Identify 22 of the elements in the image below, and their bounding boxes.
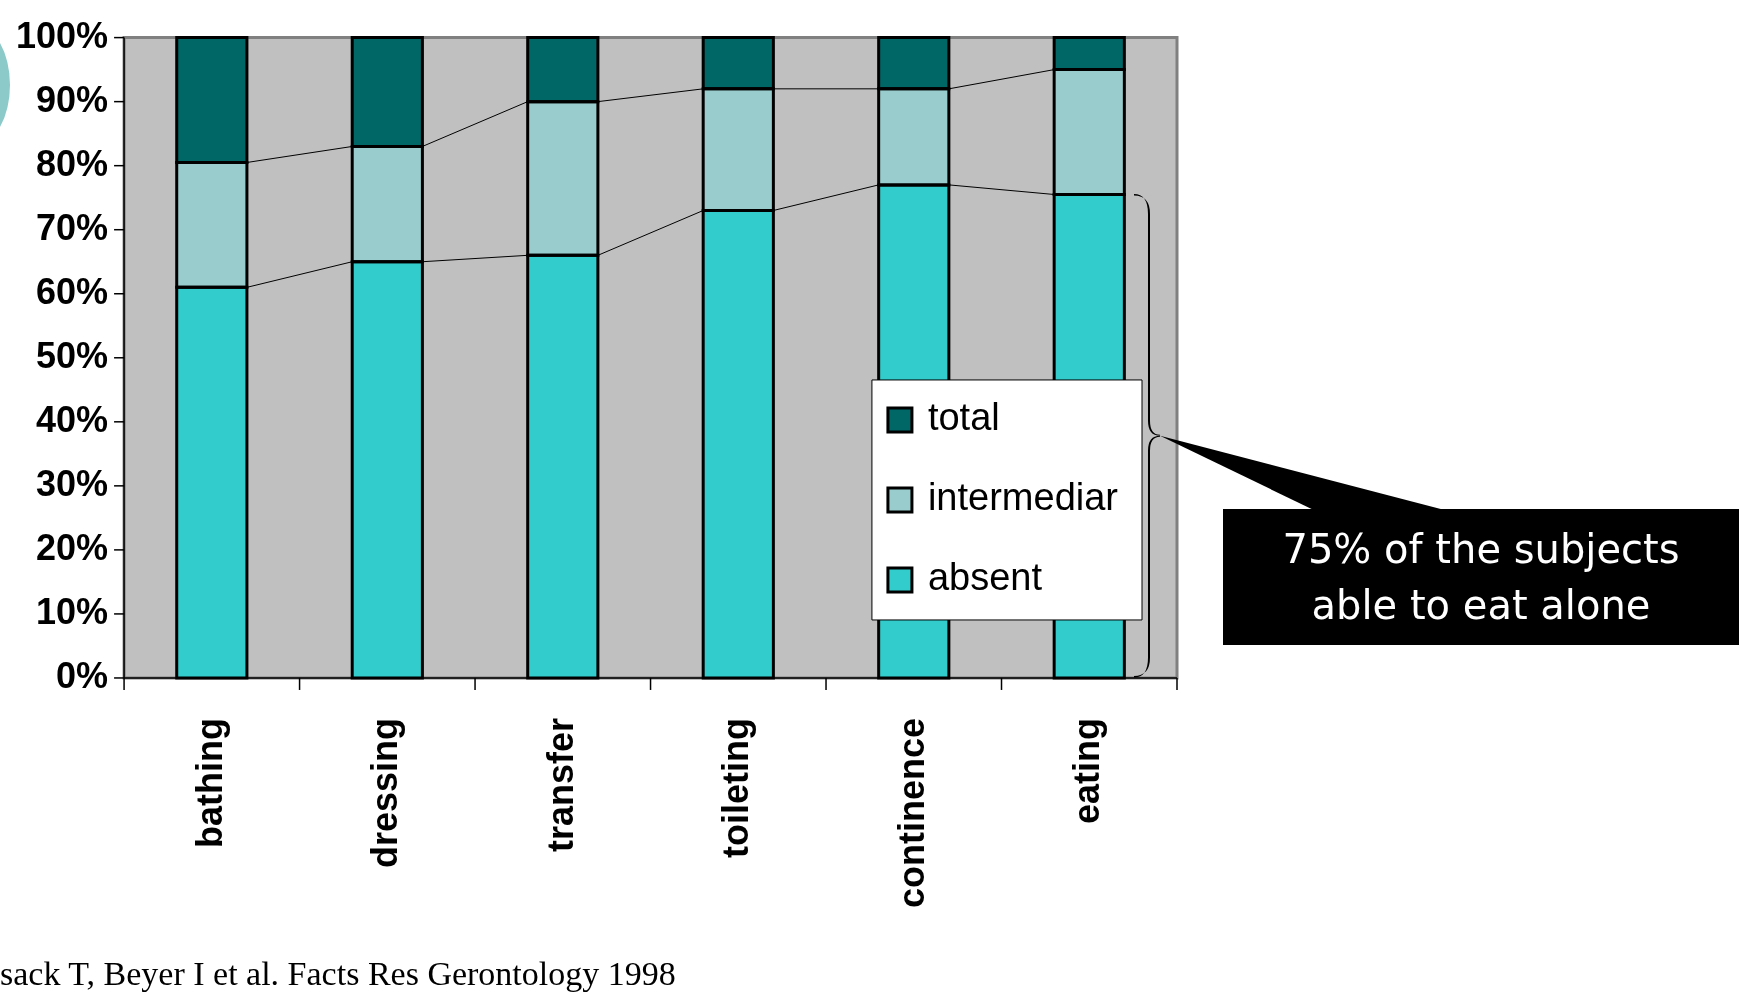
legend-label: total <box>927 396 1000 439</box>
x-tick-label: bathing <box>188 717 230 848</box>
y-tick-label: 70% <box>36 206 109 248</box>
text: sack T, Beyer I et al. Facts Res Gerontology 1998 <box>0 955 676 993</box>
x-tick-label: eating <box>1066 717 1108 824</box>
x-tick-label: toileting <box>715 717 757 858</box>
y-tick-label: 50% <box>36 334 109 376</box>
y-tick-label: 100% <box>16 14 109 56</box>
y-tick-label: 20% <box>36 526 109 568</box>
x-tick-label: transfer <box>539 717 581 853</box>
y-tick-label: 30% <box>36 462 109 504</box>
y-tick-label: 0% <box>56 654 109 696</box>
y-tick-label: 10% <box>36 590 109 632</box>
legend-label: absent <box>927 556 1043 599</box>
text: 75% of the subjects able to eat alone <box>1281 525 1681 630</box>
x-tick-label: continence <box>890 717 932 909</box>
legend-label: intermediar <box>927 476 1119 519</box>
y-tick-label: 90% <box>36 78 109 120</box>
x-tick-label: dressing <box>364 717 406 869</box>
y-tick-label: 80% <box>36 142 109 184</box>
y-tick-label: 60% <box>36 270 109 312</box>
y-tick-label: 40% <box>36 398 109 440</box>
